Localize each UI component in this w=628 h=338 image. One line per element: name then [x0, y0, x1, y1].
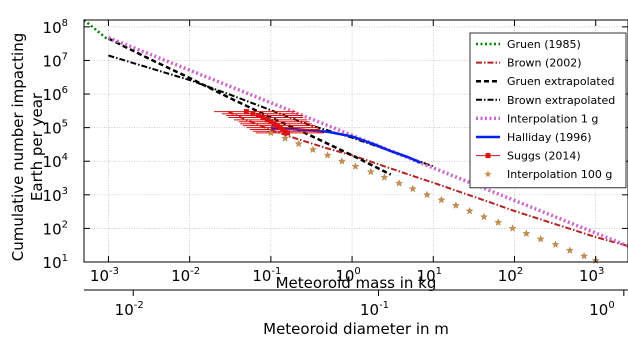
- x-tick-label: 100: [335, 266, 360, 285]
- y-tick-label: 108: [43, 18, 68, 37]
- legend-label: Brown extrapolated: [507, 94, 615, 107]
- legend-marker: [485, 153, 491, 159]
- data-point: [277, 125, 283, 131]
- legend-entry: Halliday (1996): [476, 131, 592, 144]
- legend-entry: Gruen (1985): [476, 38, 581, 51]
- data-point: [268, 119, 274, 125]
- x-tick-label: 101: [417, 266, 442, 285]
- x-axis-label: Meteoroid mass in kg: [276, 274, 437, 292]
- data-point: [580, 252, 588, 260]
- x-tick-label: 103: [579, 266, 604, 285]
- legend-entry: Interpolation 100 g: [484, 168, 612, 181]
- data-point: [494, 218, 503, 226]
- data-point: [274, 123, 280, 129]
- legend-label: Gruen (1985): [507, 38, 581, 51]
- y-tick-label: 107: [43, 51, 68, 70]
- legend-label: Suggs (2014): [507, 150, 581, 163]
- x2-tick-label: 10-1: [360, 300, 389, 319]
- data-point: [281, 134, 290, 142]
- x-tick-label: 10-1: [252, 266, 281, 285]
- x-tick-label: 102: [498, 266, 523, 285]
- legend-entry: Brown extrapolated: [476, 94, 615, 107]
- data-point: [260, 115, 266, 121]
- data-point: [480, 212, 488, 221]
- x-tick-label: 10-3: [90, 266, 119, 285]
- data-point: [536, 235, 545, 243]
- data-point: [266, 128, 275, 137]
- x2-tick-label: 10-2: [115, 300, 144, 319]
- data-point: [452, 201, 460, 209]
- legend-entry: Suggs (2014): [476, 150, 581, 163]
- legend-entry: Interpolation 1 g: [476, 112, 598, 125]
- data-point: [338, 157, 346, 165]
- data-point: [243, 109, 249, 115]
- series-6: [214, 109, 324, 136]
- series-line: [107, 37, 392, 176]
- legend-box: [469, 32, 627, 189]
- legend: Gruen (1985) Brown (2002) Gruen extrapolat…: [469, 32, 627, 189]
- y-tick-label: 101: [43, 253, 68, 272]
- series-7: [266, 128, 600, 264]
- data-point: [351, 162, 360, 170]
- data-point: [522, 229, 531, 237]
- data-point: [366, 167, 375, 176]
- y-tick-label: 106: [43, 85, 68, 104]
- axes-frame: [83, 19, 628, 263]
- data-point: [255, 112, 261, 118]
- data-point: [380, 173, 389, 181]
- y-tick-label: 104: [43, 152, 68, 171]
- legend-label: Interpolation 100 g: [507, 168, 612, 181]
- legend-label: Gruen extrapolated: [507, 75, 615, 88]
- data-point: [508, 224, 517, 232]
- data-point: [323, 151, 332, 159]
- data-point: [551, 240, 560, 248]
- data-point: [264, 117, 270, 123]
- plot-area: [83, 19, 628, 264]
- axes: 10-3 10-2 10-1 100 101 102 1031011021031041051…: [43, 18, 628, 319]
- x2-axis-label: Meteoroid diameter in m: [263, 320, 449, 338]
- y-tick-label: 105: [43, 119, 68, 138]
- data-point: [250, 111, 256, 117]
- data-point: [309, 145, 317, 153]
- data-point: [271, 121, 277, 127]
- y-tick-label: 102: [43, 219, 68, 238]
- data-point: [395, 179, 404, 187]
- data-point: [465, 206, 474, 215]
- data-point: [408, 184, 417, 193]
- legend-entry: Gruen extrapolated: [476, 75, 615, 88]
- series-line: [83, 19, 108, 40]
- data-point: [284, 130, 290, 136]
- data-point: [565, 246, 574, 254]
- legend-label: Interpolation 1 g: [507, 112, 598, 125]
- x2-tick-label: 100: [589, 300, 614, 319]
- legend-label: Halliday (1996): [507, 131, 592, 144]
- data-point: [437, 195, 446, 204]
- legend-label: Brown (2002): [507, 57, 582, 70]
- series-2: [107, 37, 392, 176]
- data-point: [423, 190, 431, 199]
- data-point: [294, 139, 303, 148]
- series-0: [83, 19, 108, 40]
- y-tick-label: 103: [43, 186, 68, 205]
- y-axis-label-line1: Cumulative number impacting: [9, 33, 27, 262]
- legend-marker: [484, 170, 492, 178]
- x-tick-label: 10-2: [171, 266, 200, 285]
- legend-entry: Brown (2002): [476, 57, 582, 70]
- y-axis-label-line2: Earth per year: [28, 92, 46, 201]
